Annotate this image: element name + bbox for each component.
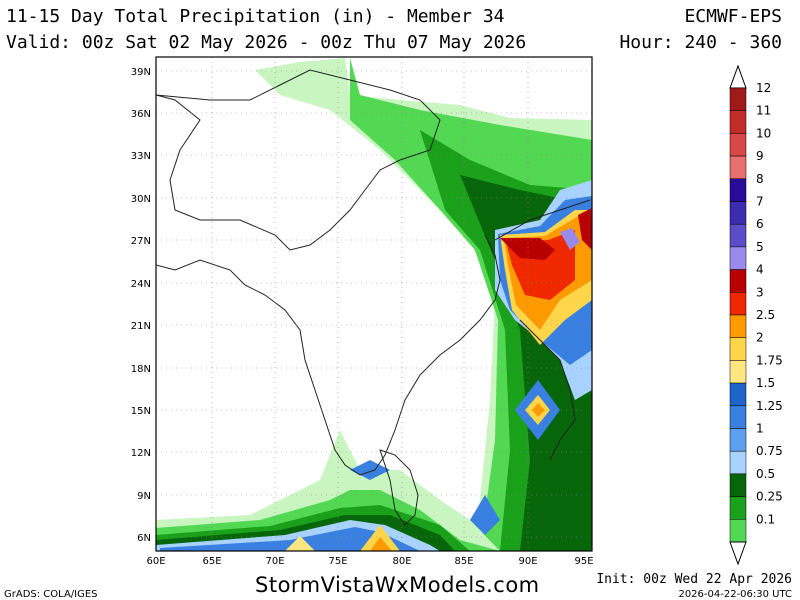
legend-swatch bbox=[729, 519, 747, 543]
legend-label: 1 bbox=[756, 422, 764, 436]
lat-label: 9N bbox=[137, 491, 151, 502]
legend-swatch bbox=[729, 382, 747, 407]
legend-swatch bbox=[729, 360, 747, 384]
legend-arrow-bottom bbox=[729, 541, 747, 566]
legend-swatch bbox=[729, 314, 747, 338]
lat-label: 30N bbox=[131, 194, 151, 205]
lat-label: 18N bbox=[131, 364, 151, 375]
lat-label: 15N bbox=[131, 406, 151, 417]
lon-label: 95E bbox=[574, 556, 593, 567]
legend-label: 7 bbox=[756, 195, 764, 209]
legend-swatch bbox=[729, 133, 747, 157]
legend-swatch bbox=[729, 110, 747, 134]
lon-label: 65E bbox=[202, 556, 221, 567]
lat-label: 36N bbox=[131, 109, 151, 120]
legend-label: 1.75 bbox=[756, 353, 783, 367]
precip-shading bbox=[156, 57, 592, 551]
legend-label: 1.25 bbox=[756, 399, 783, 413]
lon-label: 70E bbox=[265, 556, 284, 567]
lat-label: 33N bbox=[131, 151, 151, 162]
lon-label: 60E bbox=[146, 556, 165, 567]
legend-label: 0.5 bbox=[756, 467, 775, 481]
lat-label: 21N bbox=[131, 321, 151, 332]
legend-swatch bbox=[729, 405, 747, 429]
legend-swatch bbox=[729, 496, 747, 520]
valid-period: Valid: 00z Sat 02 May 2026 - 00z Thu 07 … bbox=[6, 32, 527, 53]
timestamp: 2026-04-22-06:30 UTC bbox=[678, 589, 792, 600]
lon-label: 90E bbox=[518, 556, 537, 567]
legend-label: 2.5 bbox=[756, 308, 775, 322]
legend-swatch bbox=[729, 450, 747, 475]
lon-label: 85E bbox=[454, 556, 473, 567]
lat-label: 12N bbox=[131, 448, 151, 459]
lat-label: 27N bbox=[131, 236, 151, 247]
legend-swatch bbox=[729, 269, 747, 293]
grads-credit: GrADS: COLA/IGES bbox=[4, 589, 98, 600]
legend-swatch bbox=[729, 246, 747, 270]
legend-label: 8 bbox=[756, 172, 764, 186]
legend-label: 0.75 bbox=[756, 444, 783, 458]
map-frame bbox=[155, 56, 593, 552]
forecast-hour: Hour: 240 - 360 bbox=[619, 32, 782, 53]
legend-label: 0.1 bbox=[756, 512, 775, 526]
legend-label: 5 bbox=[756, 240, 764, 254]
legend-swatch bbox=[729, 87, 747, 111]
legend-swatch bbox=[729, 223, 747, 248]
legend-swatch bbox=[729, 178, 747, 202]
legend-arrow-top bbox=[729, 64, 747, 89]
coastlines bbox=[156, 69, 591, 526]
lon-label: 80E bbox=[392, 556, 411, 567]
init-time: Init: 00z Wed 22 Apr 2026 bbox=[596, 572, 792, 587]
lon-label: 75E bbox=[328, 556, 347, 567]
map-title: 11-15 Day Total Precipitation (in) - Mem… bbox=[6, 6, 505, 27]
legend-label: 1.5 bbox=[756, 376, 775, 390]
legend-swatch bbox=[729, 155, 747, 180]
legend-swatch bbox=[729, 201, 747, 225]
legend-label: 4 bbox=[756, 263, 764, 277]
lat-label: 39N bbox=[131, 67, 151, 78]
longitude-labels: 60E 65E 70E 75E 80E 85E 90E 95E bbox=[146, 556, 593, 567]
legend-swatch bbox=[729, 337, 747, 361]
legend-label: 2 bbox=[756, 331, 764, 345]
lat-label: 6N bbox=[137, 533, 151, 544]
legend-label: 9 bbox=[756, 149, 764, 163]
lat-label: 24N bbox=[131, 279, 151, 290]
model-name: ECMWF-EPS bbox=[684, 6, 782, 27]
legend-swatch bbox=[729, 473, 747, 497]
latitude-labels: 39N 36N 33N 30N 27N 24N 21N 18N 15N 12N … bbox=[131, 67, 151, 544]
legend-label: 11 bbox=[756, 104, 771, 118]
site-name: StormVistaWxModels.com bbox=[255, 573, 540, 597]
legend-label: 10 bbox=[756, 126, 771, 140]
legend-label: 0.25 bbox=[756, 490, 783, 504]
legend-swatch bbox=[729, 428, 747, 452]
legend-swatch bbox=[729, 292, 747, 316]
precip-legend: 12 11 10 9 8 7 6 5 4 3 2.5 2 1.75 1.5 1.25 1 0.75 0.5 0.25… bbox=[729, 64, 783, 566]
legend-label: 6 bbox=[756, 217, 764, 231]
legend-label: 3 bbox=[756, 285, 764, 299]
legend-label: 12 bbox=[756, 81, 771, 95]
